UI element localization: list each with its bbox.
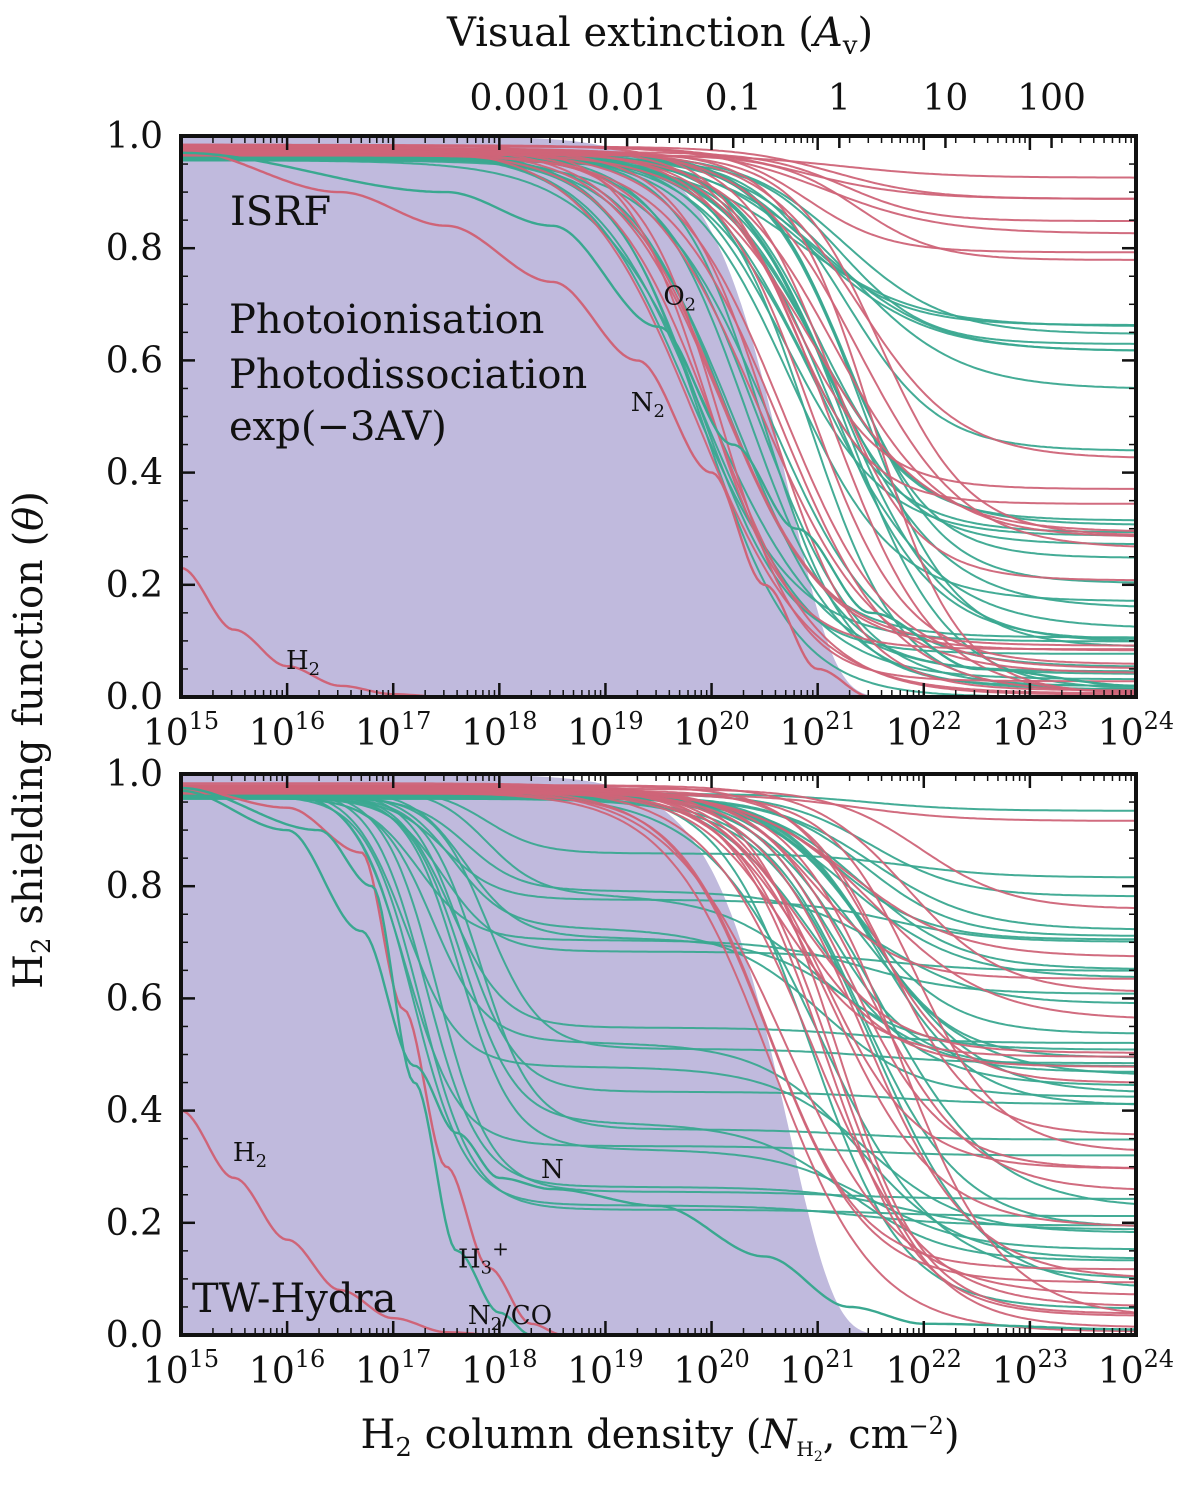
plot-frame-isrf <box>179 134 1138 699</box>
series-line-h2 <box>181 566 1136 697</box>
top-axis-tick-label: 100 <box>1017 78 1086 119</box>
series-line <box>181 794 1136 1217</box>
y-tick-label: 0.2 <box>106 1203 163 1244</box>
series-line <box>181 146 1136 674</box>
series-line-h3- <box>181 786 1136 1335</box>
x-tick-label: 1018 <box>461 707 537 754</box>
series-line <box>181 153 1136 179</box>
x-tick-label: 1022 <box>886 707 962 754</box>
x-tick-label: 1023 <box>992 1345 1068 1392</box>
x-tick-label: 1020 <box>673 1345 749 1392</box>
x-tick-label: 1017 <box>355 707 431 754</box>
panel-tw-hydra: 1015 1016 1017 1018 1019 1020 1021 1022 1023 1024… <box>106 754 1174 1392</box>
x-tick-label: 1019 <box>567 1345 643 1392</box>
legend-photodissociation: Photodissociation <box>229 352 587 398</box>
panel-isrf: 1015 1016 1017 1018 1019 1020 1021 1022 1023 1024… <box>106 116 1174 754</box>
y-tick-label: 0.8 <box>106 866 163 907</box>
series-line-h2 <box>181 1109 1136 1335</box>
y-tick-label: 0.0 <box>106 677 163 718</box>
legend-photoionisation: Photoionisation <box>229 297 544 343</box>
series-line-o2 <box>181 151 1136 687</box>
y-tick-label: 0.8 <box>106 228 163 269</box>
series-line <box>181 155 1136 691</box>
x-tick-label: 1016 <box>249 1345 325 1392</box>
panel-title-isrf: ISRF <box>230 189 331 235</box>
y-axis-title: H2 shielding function (θ) <box>6 491 57 989</box>
top-axis-ticks: 0.001 0.01 0.1 1 10 100 <box>469 78 1086 148</box>
x-tick-label: 1016 <box>249 707 325 754</box>
x-tick-label: 1015 <box>143 1345 219 1392</box>
y-tick-label: 0.4 <box>106 1091 163 1132</box>
x-tick-label: 1022 <box>886 1345 962 1392</box>
top-axis-tick-label: 10 <box>923 78 969 119</box>
x-tick-label: 1023 <box>992 707 1068 754</box>
series-line <box>181 144 1136 505</box>
plot-frame-tw-hydra <box>179 772 1138 1337</box>
series-line <box>181 796 1136 1260</box>
x-axis-title: H2 column density (NH2, cm−2) <box>360 1412 959 1465</box>
series-line <box>181 157 1136 655</box>
top-axis-tick-label: 0.001 <box>469 78 572 119</box>
top-axis-title: Visual extinction (Av) <box>446 10 873 61</box>
y-tick-label: 0.6 <box>106 978 163 1019</box>
x-tick-label: 1018 <box>461 1345 537 1392</box>
x-tick-label: 1019 <box>567 707 643 754</box>
y-tick-label: 0.2 <box>106 565 163 606</box>
x-tick-label: 1021 <box>779 1345 855 1392</box>
y-tick-label: 0.0 <box>106 1315 163 1356</box>
panel-title-tw-hydra: TW-Hydra <box>192 1276 396 1322</box>
exp-av-region <box>181 136 1136 697</box>
annotation-label: O2 <box>663 281 696 315</box>
series-line <box>181 148 1136 652</box>
series-line-n2 <box>181 148 1136 697</box>
legend-exp: exp(−3AV) <box>229 404 447 450</box>
exp-av-region <box>181 774 1136 1335</box>
annotation-label: H2 <box>286 646 320 680</box>
top-axis-tick-label: 0.01 <box>587 78 667 119</box>
annotation-label: N2 <box>631 388 665 422</box>
series-line <box>181 795 1136 1262</box>
annotation-label: N2/CO <box>468 1301 552 1335</box>
series-group-tw-hydra <box>181 782 1136 1335</box>
series-line <box>181 787 1136 1233</box>
top-axis-tick-label: 1 <box>828 78 851 119</box>
series-line <box>181 784 1136 1084</box>
x-tick-label: 1017 <box>355 1345 431 1392</box>
x-tick-label: 1024 <box>1098 1345 1174 1392</box>
series-line-n2-co <box>181 786 1136 1335</box>
y-tick-label: 1.0 <box>106 754 163 795</box>
x-tick-label: 1020 <box>673 707 749 754</box>
series-line-n <box>181 789 1136 1331</box>
x-tick-label: 1021 <box>779 707 855 754</box>
top-axis-tick-label: 0.1 <box>705 78 762 119</box>
annotation-label: H2 <box>233 1138 267 1172</box>
annotation-label: H3+ <box>458 1237 509 1279</box>
series-line <box>181 150 1136 696</box>
series-line <box>181 159 1136 327</box>
y-tick-label: 1.0 <box>106 116 163 157</box>
x-tick-label: 1024 <box>1098 707 1174 754</box>
series-line <box>181 790 1136 1328</box>
series-line <box>181 792 1136 1151</box>
y-tick-label: 0.6 <box>106 340 163 381</box>
y-tick-label: 0.4 <box>106 453 163 494</box>
series-line <box>181 147 1136 490</box>
annotation-label: N <box>541 1155 564 1185</box>
